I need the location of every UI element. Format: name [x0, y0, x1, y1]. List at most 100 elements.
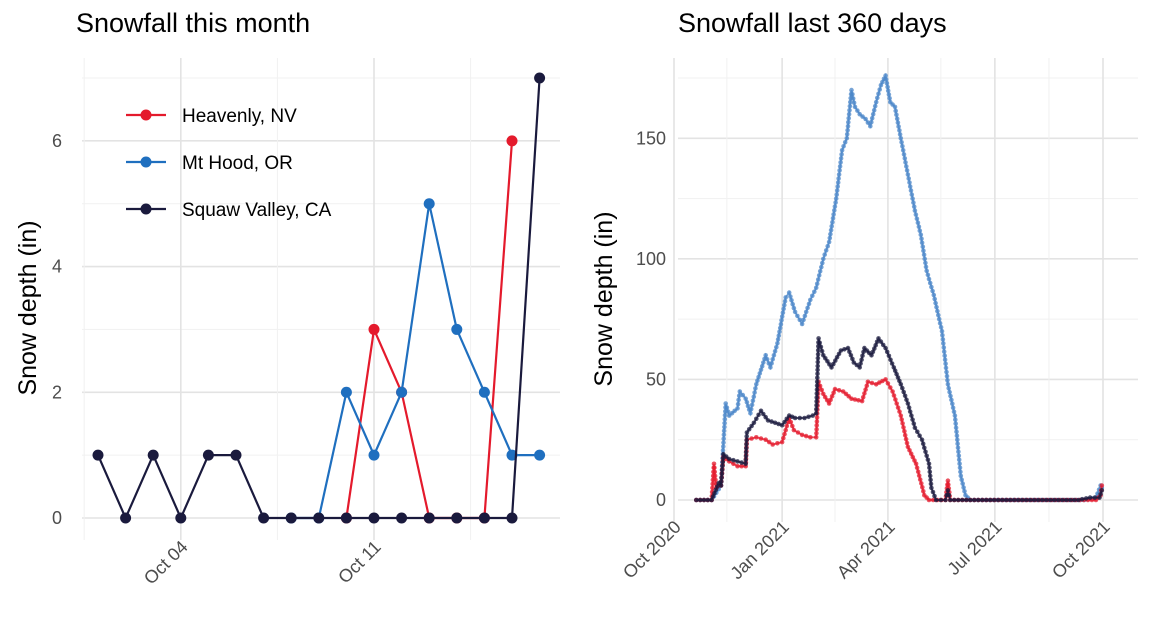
- data-point: [771, 353, 777, 358]
- data-point: [1083, 496, 1089, 501]
- data-point: [845, 345, 851, 351]
- data-point: [784, 423, 790, 429]
- legend-key-dot: [140, 203, 152, 215]
- data-point: [925, 272, 931, 278]
- data-point: [923, 449, 928, 455]
- data-point: [779, 422, 785, 428]
- data-point: [885, 381, 891, 386]
- data-point: [827, 235, 833, 241]
- data-point: [313, 512, 325, 524]
- data-point: [837, 164, 843, 169]
- data-point: [772, 420, 778, 426]
- data-point: [721, 440, 726, 445]
- data-point: [829, 223, 834, 229]
- left-series: [92, 72, 546, 524]
- data-point: [1099, 483, 1105, 488]
- data-point: [814, 419, 820, 424]
- data-point: [916, 224, 922, 229]
- data-point: [478, 386, 490, 398]
- data-point: [942, 357, 948, 363]
- data-point: [258, 512, 270, 524]
- data-point: [846, 115, 851, 121]
- data-point: [756, 412, 761, 418]
- data-point: [788, 294, 793, 299]
- data-point: [781, 435, 786, 441]
- data-point: [957, 461, 962, 467]
- data-point: [955, 437, 960, 443]
- data-point: [1052, 497, 1057, 503]
- data-point: [815, 355, 821, 361]
- data-point: [875, 95, 880, 101]
- data-point: [1099, 488, 1105, 493]
- chart-title-left: Snowfall this month: [76, 8, 311, 38]
- data-point: [971, 497, 977, 503]
- y-axis-label: Snow depth (in): [590, 211, 618, 386]
- data-point: [936, 316, 942, 322]
- data-point: [759, 363, 765, 369]
- data-point: [902, 429, 907, 434]
- data-point: [746, 427, 752, 432]
- data-point: [928, 477, 933, 483]
- data-point: [779, 318, 784, 323]
- data-point: [1092, 495, 1098, 500]
- data-point: [934, 304, 939, 310]
- data-point: [842, 140, 848, 145]
- data-point: [883, 73, 888, 78]
- data-point: [871, 107, 877, 113]
- data-point: [895, 405, 901, 410]
- data-point: [799, 432, 805, 438]
- data-point: [901, 152, 907, 157]
- data-point: [788, 419, 794, 425]
- data-point: [958, 469, 963, 475]
- data-point: [919, 481, 924, 486]
- data-point: [947, 497, 953, 503]
- data-point: [779, 314, 785, 319]
- data-point: [940, 337, 946, 342]
- data-point: [960, 481, 965, 486]
- data-point: [943, 361, 948, 367]
- data-point: [754, 382, 759, 387]
- data-point: [1008, 497, 1013, 503]
- data-point: [719, 479, 724, 484]
- data-point: [1068, 497, 1073, 503]
- data-point: [838, 160, 843, 165]
- data-point: [953, 417, 958, 422]
- data-point: [743, 449, 749, 455]
- data-point: [890, 389, 895, 394]
- data-point: [744, 441, 749, 447]
- data-point: [751, 394, 757, 400]
- data-point: [839, 152, 844, 157]
- data-point: [1060, 497, 1065, 503]
- data-point: [1020, 497, 1025, 503]
- data-point: [956, 453, 962, 459]
- data-point: [1087, 495, 1093, 500]
- data-point: [878, 339, 884, 344]
- data-point: [941, 341, 946, 346]
- data-point: [478, 512, 490, 524]
- data-point: [889, 361, 895, 366]
- chart-title-right: Snowfall last 360 days: [678, 8, 947, 38]
- data-point: [955, 497, 961, 503]
- data-point: [836, 388, 842, 393]
- data-point: [744, 430, 750, 435]
- data-point: [814, 399, 819, 404]
- data-point: [920, 244, 926, 250]
- x-tick-label: Oct 2021: [1048, 517, 1114, 583]
- data-point: [813, 410, 819, 416]
- data-point: [938, 497, 944, 503]
- data-point: [814, 423, 819, 428]
- data-point: [814, 407, 819, 412]
- data-point: [712, 465, 717, 471]
- data-point: [814, 395, 819, 400]
- data-point: [797, 317, 803, 323]
- data-point: [748, 406, 754, 412]
- data-point: [825, 243, 830, 249]
- data-point: [815, 359, 821, 365]
- data-point: [895, 120, 901, 125]
- data-point: [831, 361, 836, 367]
- data-point: [932, 493, 937, 499]
- data-point: [927, 469, 933, 475]
- data-point: [858, 361, 863, 366]
- data-point: [1076, 497, 1081, 503]
- data-point: [938, 324, 944, 330]
